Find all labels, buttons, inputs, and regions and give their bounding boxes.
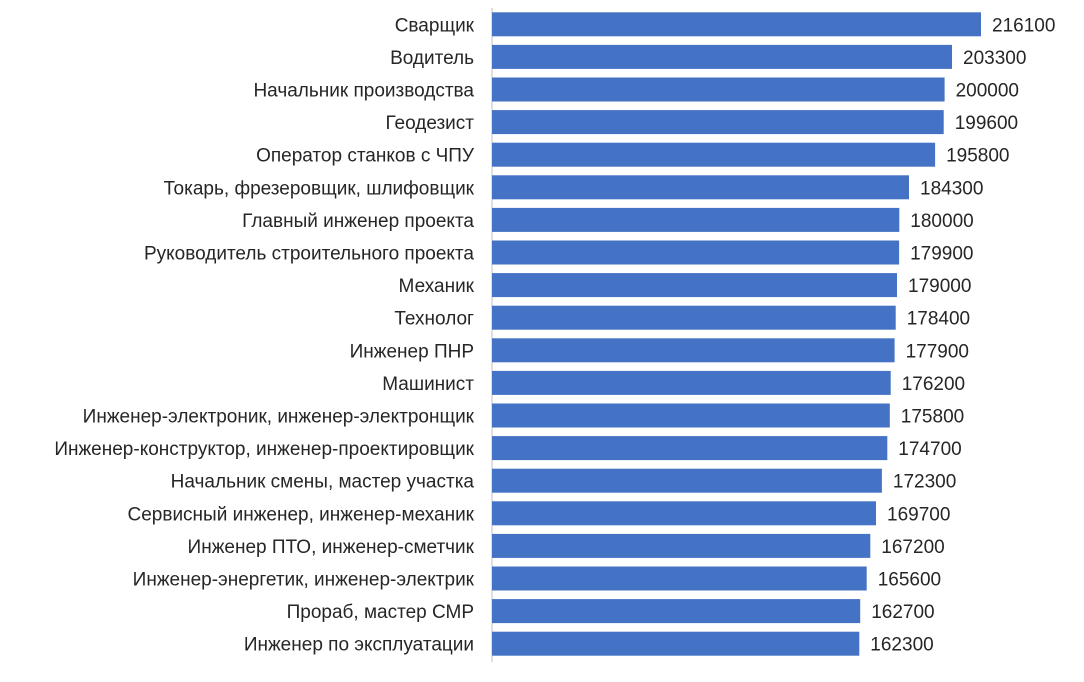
bar [492, 566, 867, 591]
value-label: 180000 [910, 211, 973, 232]
bar [492, 142, 936, 167]
category-label: Технолог [394, 309, 474, 330]
value-label: 177900 [906, 341, 969, 362]
value-label: 178400 [907, 309, 970, 330]
value-label: 174700 [898, 439, 961, 460]
category-label: Инженер по эксплуатации [244, 635, 474, 656]
bar [492, 44, 952, 69]
category-label: Инженер ПТО, инженер-сметчик [188, 537, 475, 558]
category-label: Инженер-конструктор, инженер-проектировщ… [54, 439, 474, 460]
category-label: Машинист [382, 374, 474, 395]
value-label: 176200 [902, 374, 965, 395]
category-label: Оператор станков с ЧПУ [256, 146, 475, 167]
bar [492, 468, 882, 493]
bar [492, 207, 900, 232]
value-label: 179000 [908, 276, 971, 297]
category-label: Начальник производства [253, 81, 474, 102]
bars [492, 12, 981, 656]
bar [492, 501, 876, 526]
category-label: Токарь, фрезеровщик, шлифовщик [163, 178, 474, 199]
value-label: 216100 [992, 15, 1055, 36]
bar [492, 533, 871, 558]
value-label: 165600 [878, 570, 941, 591]
bar [492, 273, 897, 298]
bar [492, 77, 945, 102]
category-label: Водитель [390, 48, 474, 69]
category-label: Сварщик [395, 15, 475, 36]
bar [492, 305, 896, 330]
category-label: Главный инженер проекта [242, 211, 474, 232]
value-label: 195800 [946, 146, 1009, 167]
category-label: Начальник смены, мастер участка [171, 472, 475, 493]
category-label: Прораб, мастер СМР [287, 602, 474, 623]
value-label: 199600 [955, 113, 1018, 134]
bar [492, 436, 888, 461]
value-label: 179900 [910, 244, 973, 265]
value-label: 169700 [887, 504, 950, 525]
bar [492, 370, 891, 395]
category-label: Сервисный инженер, инженер-механик [128, 504, 475, 525]
category-label: Инженер-электроник, инженер-электронщик [83, 407, 475, 428]
value-labels: 216100 203300 200000 199600 195800 184300 1800… [870, 15, 1055, 655]
category-label: Геодезист [386, 113, 475, 134]
category-labels: Сварщик Водитель Начальник производства Гео… [54, 15, 475, 655]
bar [492, 175, 909, 200]
category-label: Руководитель строительного проекта [144, 244, 474, 265]
category-label: Инженер-энергетик, инженер-электрик [133, 570, 475, 591]
value-label: 200000 [956, 81, 1019, 102]
category-label: Инженер ПНР [350, 341, 474, 362]
bar [492, 403, 890, 428]
bar [492, 240, 900, 265]
bar [492, 599, 861, 624]
category-label: Механик [399, 276, 475, 297]
bar [492, 110, 944, 135]
bar [492, 631, 860, 656]
value-label: 175800 [901, 407, 964, 428]
value-label: 184300 [920, 178, 983, 199]
value-label: 203300 [963, 48, 1026, 69]
value-label: 162300 [870, 635, 933, 656]
bar [492, 12, 981, 37]
bar [492, 338, 895, 363]
value-label: 162700 [871, 602, 934, 623]
value-label: 167200 [881, 537, 944, 558]
value-label: 172300 [893, 472, 956, 493]
